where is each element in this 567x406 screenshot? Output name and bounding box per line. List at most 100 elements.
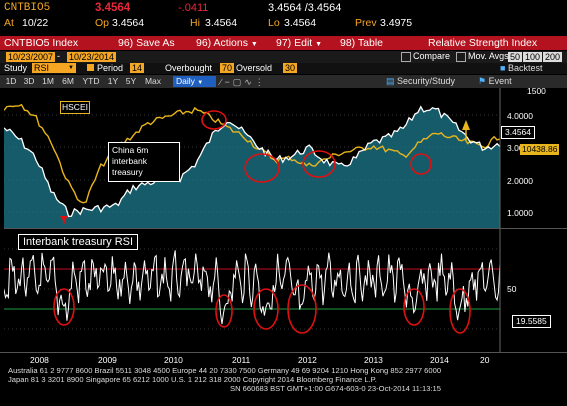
security-study-button[interactable]: ▤ Security/Study xyxy=(386,76,456,86)
event-button[interactable]: ⚑ Event xyxy=(478,76,512,86)
last-price: 3.4564 xyxy=(95,2,131,14)
rsi-title-box: Interbank treasury RSI xyxy=(18,234,139,250)
footer-line1: Australia 61 2 9777 8600 Brazil 5511 304… xyxy=(8,366,442,375)
ticker-label: CNTBIO5 xyxy=(4,2,51,14)
range-1y-button[interactable]: 1Y xyxy=(107,76,119,86)
axis-label-1500: 1500 xyxy=(527,86,546,96)
date-range-row: 10/23/2007 - 10/23/2014 Compare Mov. Avg… xyxy=(0,51,567,63)
hscei-line xyxy=(4,103,501,204)
backtest-icon: ■ xyxy=(500,63,506,73)
rsi-chart-panel[interactable]: Interbank treasury RSI 50 19.5585 xyxy=(4,228,567,353)
axis-label-2: 2.0000 xyxy=(507,176,533,186)
rsi-grid xyxy=(4,248,500,330)
up-arrow-icon xyxy=(462,120,470,130)
date-dash: - xyxy=(57,51,60,61)
hscei-legend-box: HSCEI xyxy=(60,101,90,114)
high-label: Hi xyxy=(190,17,200,29)
rsi-value-tag: 19.5585 xyxy=(512,315,551,328)
overbought-field[interactable]: 70 xyxy=(220,63,235,73)
price-change: -.0411 xyxy=(178,2,209,14)
rsi-highlight-circle xyxy=(403,288,425,326)
chevron-down-icon: ▼ xyxy=(68,65,74,71)
range-max-button[interactable]: Max xyxy=(144,76,162,86)
save-as-button[interactable]: 96) Save As xyxy=(118,37,175,49)
rsi-highlight-circles xyxy=(53,284,471,334)
rsi-highlight-circle xyxy=(287,284,317,334)
ma-200-field[interactable]: 200 xyxy=(543,52,563,62)
rsi-chart-svg xyxy=(4,229,501,353)
range-6m-button[interactable]: 6M xyxy=(62,76,74,86)
highlight-circle xyxy=(302,150,336,178)
treasury-legend-line3: treasury xyxy=(112,167,143,177)
price-highlight-circles xyxy=(201,110,432,183)
x-label-2012: 2012 xyxy=(298,355,317,365)
ma-50-field[interactable]: 50 xyxy=(508,52,523,62)
at-label: At xyxy=(4,17,14,29)
period-label: Period xyxy=(97,63,124,73)
treasury-legend-line1: China 6m xyxy=(112,145,149,155)
x-label-2014: 2014 xyxy=(430,355,449,365)
x-label-2009: 2009 xyxy=(98,355,117,365)
footer-line3: SN 660683 BST GMT+1:00 G674-603-0 23-Oct… xyxy=(230,384,441,393)
frequency-select[interactable]: Daily ▼ xyxy=(173,76,216,87)
table-button[interactable]: 98) Table xyxy=(340,37,384,49)
ma-100-field[interactable]: 100 xyxy=(523,52,543,62)
mov-avgs-checkbox[interactable] xyxy=(456,52,466,62)
actions-button[interactable]: 96) Actions ▼ xyxy=(196,37,258,49)
x-label-2008: 2008 xyxy=(30,355,49,365)
rsi-highlight-circle xyxy=(53,288,75,326)
compare-label: Compare xyxy=(413,51,451,61)
rsi-highlight-circle xyxy=(449,288,471,334)
range-5y-button[interactable]: 5Y xyxy=(125,76,137,86)
chevron-down-icon: ▼ xyxy=(197,80,204,86)
range-1d-button[interactable]: 1D xyxy=(5,76,17,86)
rsi-line xyxy=(4,250,501,325)
last-value-tag: 3.4564 xyxy=(501,126,535,139)
function-toolbar: CNTBIO5 Index 96) Save As 96) Actions ▼ … xyxy=(0,36,567,50)
end-date-field[interactable]: 10/23/2014 xyxy=(67,52,117,62)
highlight-circle xyxy=(244,153,280,183)
chevron-down-icon: ▼ xyxy=(250,41,258,48)
high-value: 3.4564 xyxy=(205,17,238,29)
open-value: 3.4564 xyxy=(112,17,145,29)
footer-line2: Japan 81 3 3201 8900 Singapore 65 6212 1… xyxy=(8,375,377,384)
range-toolbar: 1D 3D 1M 6M YTD 1Y 5Y Max Daily ▼ ∕−▢∿⋮ … xyxy=(0,75,567,88)
low-label: Lo xyxy=(268,17,280,29)
index-label: CNTBIO5 Index xyxy=(4,37,79,49)
at-date: 10/22 xyxy=(22,17,49,29)
price-chart-panel[interactable]: HSCEI China 6m interbank treasury 1500 4… xyxy=(4,86,567,228)
line-style-icon[interactable]: ∕−▢∿⋮ xyxy=(220,77,267,87)
study-settings-row: Study RSI ▼ Period 14 Overbought 70 Overs… xyxy=(0,63,567,74)
study-select[interactable]: RSI ▼ xyxy=(32,63,76,73)
oversold-label: Oversold xyxy=(236,63,273,73)
quote-header-row2: At 10/22 Op 3.4564 Hi 3.4564 Lo 3.4564 P… xyxy=(0,17,567,29)
rsi-highlight-circle xyxy=(215,294,233,328)
chevron-down-icon: ▼ xyxy=(315,41,323,48)
treasury-legend-box: China 6m interbank treasury xyxy=(108,142,180,182)
rsi-axis-label-50: 50 xyxy=(507,284,517,294)
highlight-circle xyxy=(410,153,432,175)
study-label: Study xyxy=(4,63,28,73)
edit-button[interactable]: 97) Edit ▼ xyxy=(276,37,323,49)
x-label-2011: 2011 xyxy=(232,355,251,365)
treasury-area-fill xyxy=(4,106,500,228)
range-1m-button[interactable]: 1M xyxy=(42,76,54,86)
chart-icon: ▤ xyxy=(386,76,395,86)
compare-checkbox[interactable] xyxy=(401,52,411,62)
treasury-line xyxy=(4,105,501,218)
range-3d-button[interactable]: 3D xyxy=(23,76,35,86)
hscei-value-tag: 10438.86 xyxy=(520,144,560,155)
highlight-circle xyxy=(201,110,227,130)
open-label: Op xyxy=(95,17,110,29)
axis-label-4: 4.0000 xyxy=(507,111,533,121)
bid-ask: 3.4564 /3.4564 xyxy=(268,2,342,14)
oversold-field[interactable]: 30 xyxy=(283,63,298,73)
period-field[interactable]: 14 xyxy=(130,63,145,73)
backtest-button[interactable]: ■ Backtest xyxy=(500,63,543,73)
period-color-swatch xyxy=(87,64,94,71)
x-label-2010: 2010 xyxy=(164,355,183,365)
start-date-field[interactable]: 10/23/2007 xyxy=(6,52,56,62)
prev-value: 3.4975 xyxy=(380,17,413,29)
low-value: 3.4564 xyxy=(284,17,317,29)
range-ytd-button[interactable]: YTD xyxy=(82,76,100,86)
